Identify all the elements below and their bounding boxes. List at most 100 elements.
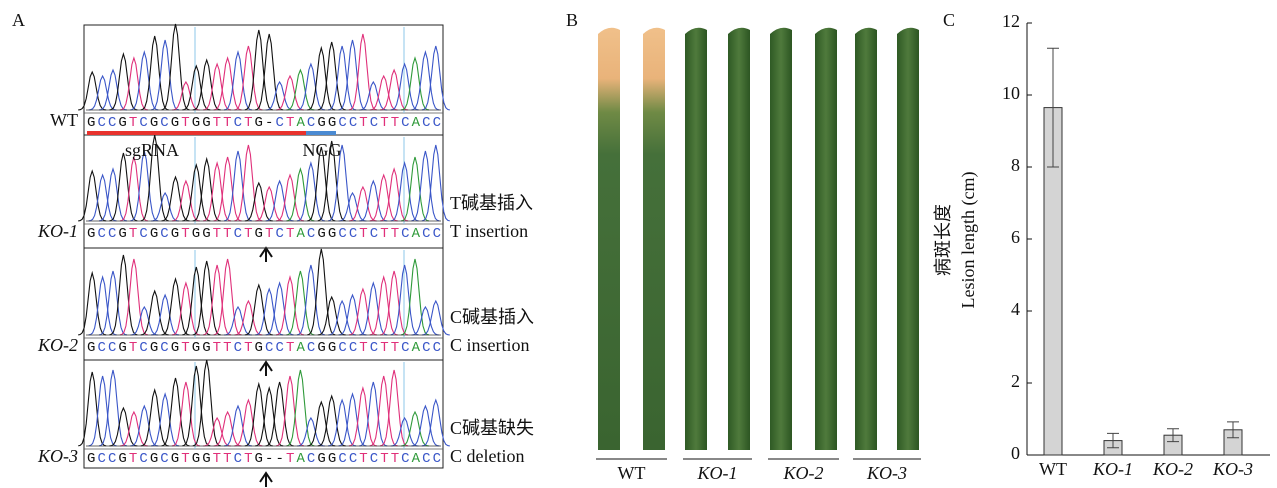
peak (400, 156, 430, 222)
peak (130, 150, 159, 222)
peak (369, 173, 398, 222)
mutation-cn: C碱基缺失 (450, 418, 534, 438)
peak (328, 398, 357, 447)
peak (275, 375, 305, 447)
sample-label: KO-3 (37, 446, 78, 466)
peak (140, 289, 169, 336)
peak (411, 49, 440, 111)
peak (161, 377, 190, 447)
peak (359, 381, 388, 447)
peak (359, 281, 388, 336)
peak (130, 49, 159, 111)
pam-bar (306, 131, 336, 135)
peak (307, 146, 336, 222)
peak (255, 33, 284, 111)
peak (307, 45, 336, 111)
peak (411, 404, 440, 447)
y-tick-label: 8 (1011, 155, 1020, 175)
x-tick-label: KO-3 (1212, 459, 1253, 479)
peak (390, 416, 419, 447)
peak (390, 264, 419, 336)
peak (98, 167, 128, 222)
sample-label: KO-1 (37, 221, 78, 241)
peak (98, 68, 128, 111)
peak (78, 70, 107, 111)
peak (265, 281, 294, 336)
peak (296, 160, 326, 222)
peak (171, 281, 200, 336)
y-tick-label: 0 (1011, 443, 1020, 463)
group-label: WT (618, 463, 646, 483)
peak (161, 276, 190, 336)
peak (400, 258, 430, 336)
peak (203, 62, 232, 111)
error-bar-line (1167, 428, 1179, 443)
peak (380, 167, 409, 222)
peak (88, 74, 117, 111)
peak (109, 406, 138, 447)
leaf (728, 27, 750, 450)
peak (119, 410, 148, 447)
peak (411, 150, 440, 222)
peak (130, 404, 159, 447)
error-bar-line (1047, 47, 1059, 168)
peak (348, 185, 377, 222)
peak (182, 266, 211, 336)
peak (379, 270, 409, 336)
peak (234, 144, 263, 222)
peak (421, 144, 450, 222)
peak (286, 270, 315, 336)
error-bar-line (1227, 421, 1239, 439)
leaf (770, 27, 792, 450)
peak (109, 254, 138, 336)
peak (223, 404, 253, 447)
peak (78, 169, 107, 222)
peak (265, 179, 294, 222)
error-bar (1227, 421, 1239, 439)
peak (88, 173, 117, 222)
sample-label: WT (50, 110, 78, 130)
peak (192, 359, 221, 447)
peak (380, 68, 409, 111)
peak (171, 381, 201, 447)
peak (369, 274, 398, 336)
peak (109, 152, 138, 222)
peak (182, 64, 211, 111)
peak (265, 381, 294, 447)
peak (296, 264, 326, 336)
mutation-cn: T碱基插入 (450, 193, 533, 213)
peak (140, 387, 169, 447)
peak (161, 23, 190, 111)
peak (286, 68, 315, 111)
peak (338, 39, 367, 111)
peak (151, 392, 180, 447)
peak (338, 191, 367, 222)
peak (192, 58, 221, 111)
peak (182, 365, 211, 447)
peak (327, 144, 357, 222)
y-tick-label: 4 (1011, 299, 1020, 319)
peak (78, 371, 107, 447)
peak (213, 258, 242, 336)
mutation-en: T insertion (450, 221, 528, 241)
pam-label: NGG (303, 140, 342, 160)
peak (400, 410, 430, 447)
peak (421, 398, 450, 447)
peak (161, 175, 190, 222)
error-bar-line (1107, 432, 1119, 449)
peak (286, 167, 315, 222)
y-tick-label: 10 (1002, 83, 1020, 103)
group-label: KO-1 (697, 463, 738, 483)
peak (234, 299, 263, 336)
peak (223, 49, 253, 111)
peak (213, 410, 242, 447)
peak (213, 56, 242, 111)
peak (88, 274, 117, 336)
peak (390, 160, 419, 222)
peak (359, 80, 388, 111)
